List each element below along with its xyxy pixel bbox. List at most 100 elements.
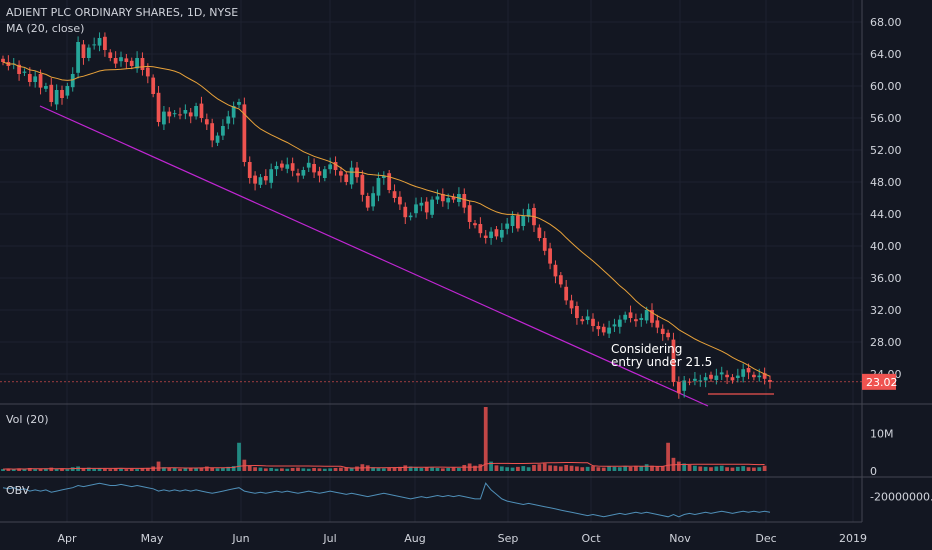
- candle: [440, 188, 445, 207]
- volume-bar: [333, 467, 338, 471]
- volume-bar: [693, 465, 697, 471]
- candle: [430, 196, 434, 218]
- volume-bar: [510, 467, 515, 471]
- candle-body: [489, 231, 493, 238]
- volume-bar: [269, 467, 274, 471]
- y-tick-label: 44.00: [870, 208, 902, 221]
- volume-bar: [473, 465, 477, 471]
- candle: [156, 86, 161, 127]
- x-tick-label: Dec: [755, 532, 776, 545]
- candle: [258, 174, 263, 188]
- volume-bar: [210, 467, 215, 471]
- candle: [542, 231, 547, 256]
- candle-body: [381, 175, 386, 178]
- volume-bar: [296, 467, 300, 471]
- candle: [660, 324, 665, 341]
- candle: [247, 156, 252, 184]
- volume-bar: [532, 464, 536, 471]
- candle: [290, 157, 295, 177]
- candle-body: [135, 58, 139, 69]
- candle: [768, 375, 772, 389]
- candle: [210, 118, 215, 148]
- volume-bar: [194, 468, 198, 471]
- candle: [172, 110, 177, 118]
- candle-body: [387, 173, 392, 190]
- volume-bar: [644, 464, 649, 471]
- candle-body: [435, 196, 440, 200]
- candle-body: [462, 194, 467, 208]
- annotation-line2[interactable]: entry under 21.5: [611, 355, 713, 369]
- candle: [623, 311, 628, 323]
- candle: [483, 230, 488, 244]
- candle: [280, 160, 284, 171]
- candle-body: [339, 171, 343, 176]
- y-tick-label: 68.00: [870, 16, 902, 29]
- candle-body: [542, 238, 547, 251]
- volume-bar: [129, 468, 134, 471]
- volume-bar: [451, 467, 456, 471]
- candle-body: [76, 42, 80, 73]
- volume-bar: [414, 467, 418, 471]
- candle: [580, 316, 585, 325]
- candle: [467, 200, 472, 229]
- candle-body: [746, 368, 751, 373]
- candle-body: [86, 47, 91, 58]
- candle-body: [269, 169, 274, 183]
- x-tick-label: Sep: [498, 532, 519, 545]
- annotation-line1[interactable]: Considering: [611, 342, 683, 356]
- candle-body: [140, 58, 145, 70]
- volume-bar: [585, 466, 590, 471]
- candle-body: [317, 171, 322, 176]
- volume-bar: [355, 466, 359, 471]
- volume-bar: [714, 466, 719, 471]
- volume-bar: [719, 465, 724, 471]
- x-tick-label: Oct: [581, 532, 601, 545]
- candle-body: [301, 170, 306, 176]
- volume-bar: [446, 467, 451, 471]
- candle: [226, 110, 231, 130]
- volume-bar: [553, 465, 558, 471]
- candle-body: [644, 310, 649, 321]
- candle-body: [296, 173, 300, 176]
- candle: [735, 368, 740, 383]
- candle-body: [247, 162, 252, 178]
- candle-body: [548, 248, 552, 264]
- candle-body: [231, 106, 236, 118]
- x-tick-label: Jun: [231, 532, 249, 545]
- candle-body: [655, 320, 660, 328]
- volume-bar: [741, 466, 746, 471]
- candle-body: [757, 375, 762, 378]
- candle-body: [569, 300, 574, 309]
- candle-body: [322, 169, 327, 178]
- candle: [558, 272, 563, 288]
- candle: [33, 70, 38, 88]
- volume-bar: [17, 468, 21, 471]
- volume-ma-line: [2, 462, 765, 470]
- volume-bar: [263, 468, 268, 471]
- candle-body: [714, 375, 719, 380]
- candle-body: [242, 104, 247, 162]
- candle-body: [446, 198, 451, 203]
- candle: [60, 85, 64, 105]
- candle-body: [70, 74, 75, 88]
- candle: [741, 363, 746, 383]
- volume-bar: [178, 468, 182, 471]
- candle-body: [414, 204, 418, 214]
- candle: [650, 303, 654, 328]
- candle: [709, 371, 713, 382]
- candle-body: [752, 374, 756, 378]
- candle: [333, 156, 338, 176]
- volume-bar: [306, 468, 311, 471]
- candle: [489, 227, 493, 245]
- candle-body: [725, 374, 729, 378]
- candle-body: [762, 373, 767, 379]
- y-tick-label: 40.00: [870, 240, 902, 253]
- obv-tick-label: -20000000.0000: [870, 491, 932, 504]
- candle-body: [328, 164, 333, 170]
- candle: [242, 97, 247, 167]
- volume-bar: [489, 461, 493, 471]
- candle-body: [693, 378, 697, 381]
- candle: [22, 68, 27, 76]
- candle-body: [119, 57, 123, 62]
